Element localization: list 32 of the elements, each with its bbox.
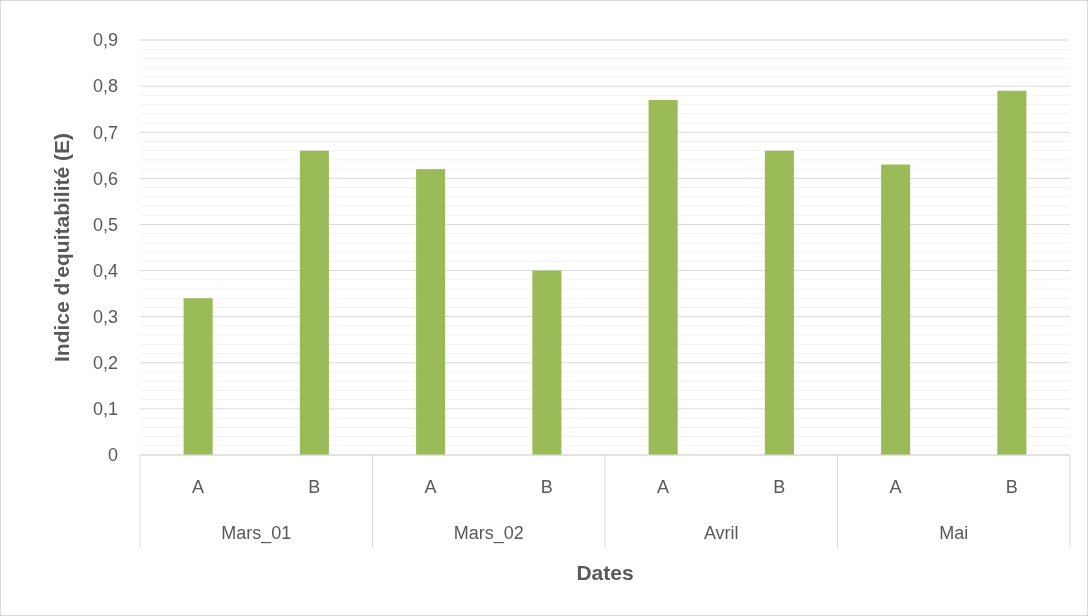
y-tick-label: 0,1	[92, 399, 118, 420]
x-tick-label: A	[889, 477, 902, 498]
y-tick-label: 0,5	[92, 214, 118, 235]
y-tick-label: 0,3	[92, 306, 118, 327]
y-tick-label: 0	[107, 445, 118, 466]
bar	[881, 164, 911, 455]
y-axis-title: Indice d'equitabilité (E)	[50, 132, 74, 363]
y-tick-label: 0,7	[92, 122, 118, 143]
y-tick-label: 0,9	[92, 30, 118, 51]
text: Mars_02	[453, 523, 524, 545]
bar	[532, 270, 562, 455]
bar	[299, 150, 329, 455]
x-tick-label: A	[424, 477, 437, 498]
text: Mars_01	[221, 523, 292, 545]
bar	[997, 90, 1027, 455]
bar	[183, 298, 213, 455]
x-tick-label: A	[192, 477, 205, 498]
text: Mai	[939, 523, 969, 544]
bar	[648, 99, 678, 455]
x-tick-label: B	[773, 477, 786, 498]
x-tick-label: B	[1005, 477, 1018, 498]
x-tick-label: B	[540, 477, 553, 498]
bar	[764, 150, 794, 455]
y-tick-label: 0,6	[92, 168, 118, 189]
x-tick-label: B	[308, 477, 321, 498]
y-tick-label: 0,8	[92, 76, 118, 97]
y-tick-label: 0,2	[92, 353, 118, 374]
x-axis-title: Dates	[576, 561, 634, 585]
bar	[416, 169, 446, 455]
x-tick-label: A	[657, 477, 670, 498]
text: Avril	[703, 523, 739, 544]
y-tick-label: 0,4	[92, 260, 118, 281]
